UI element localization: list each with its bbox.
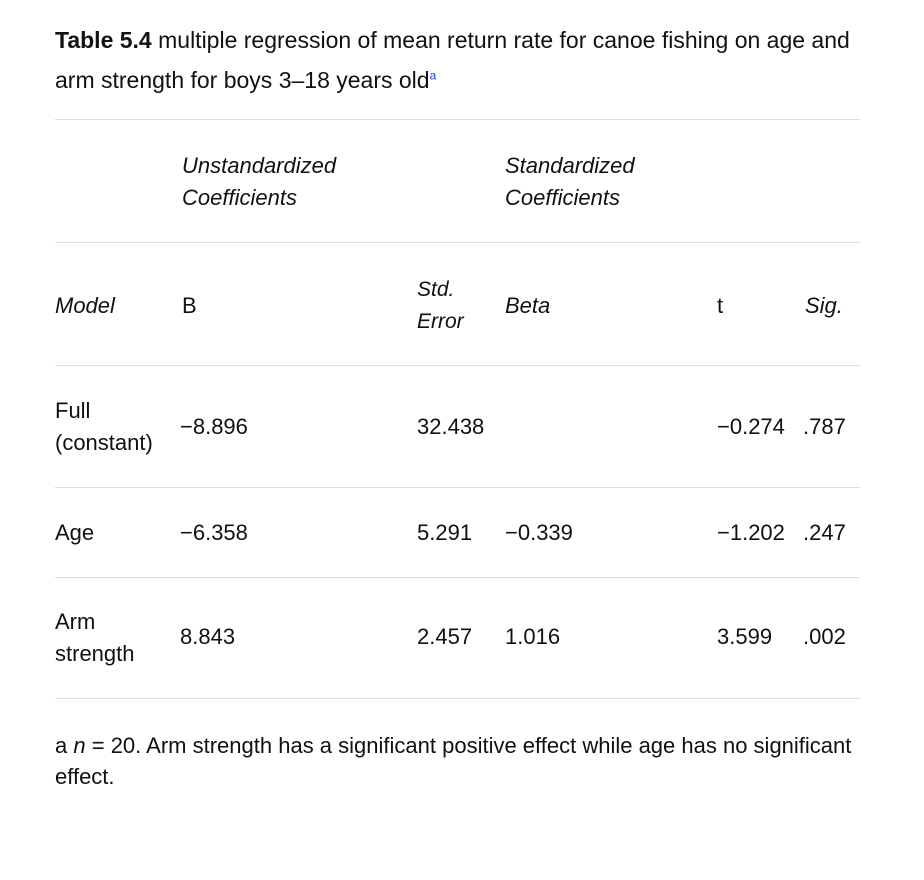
- table-caption: Table 5.4 multiple regression of mean re…: [55, 20, 855, 100]
- table-row-arm-strength-model: Arm strength: [55, 606, 135, 670]
- row-arm-sig: .002: [803, 624, 846, 649]
- column-header-std-error-line2: Error: [417, 310, 464, 333]
- row-full-b: −8.896: [180, 414, 248, 439]
- group-header-unstandardized-line2: Coefficients: [182, 185, 297, 210]
- table-bottom-rule: [55, 698, 860, 699]
- row-arm-b: 8.843: [180, 624, 236, 649]
- row-rule-1: [55, 487, 860, 488]
- group-header-rule: [55, 242, 860, 243]
- group-header-unstandardized-line1: Unstandardized: [182, 153, 337, 178]
- row-age-b: −6.358: [180, 520, 248, 545]
- row-arm-model-line2: strength: [55, 641, 135, 666]
- column-header-t: t: [717, 293, 724, 318]
- footnote-text: = 20. Arm strength has a significant pos…: [55, 733, 852, 789]
- footnote-n-symbol: n: [73, 733, 86, 758]
- group-header-unstandardized: Unstandardized Coefficients: [182, 150, 336, 214]
- row-arm-t: 3.599: [717, 624, 773, 649]
- table-row-full-model: Full (constant): [55, 395, 153, 459]
- group-header-standardized-line2: Coefficients: [505, 185, 620, 210]
- column-header-sig: Sig.: [805, 293, 843, 318]
- row-rule-2: [55, 577, 860, 578]
- column-header-std-error: Std. Error: [417, 274, 464, 338]
- column-header-std-error-line1: Std.: [417, 278, 455, 301]
- table-label: Table 5.4: [55, 27, 152, 53]
- footnote-marker: a: [55, 733, 68, 758]
- group-header-standardized: Standardized Coefficients: [505, 150, 635, 214]
- column-header-model: Model: [55, 293, 115, 318]
- column-header-rule: [55, 365, 860, 366]
- table-footnote: a n = 20. Arm strength has a significant…: [55, 730, 865, 792]
- table-top-rule: [55, 119, 860, 120]
- caption-text: multiple regression of mean return rate …: [55, 27, 850, 93]
- row-full-t: −0.274: [717, 414, 785, 439]
- row-age-std-error: 5.291: [417, 520, 473, 545]
- row-arm-model-line1: Arm: [55, 609, 96, 634]
- row-age-beta: −0.339: [505, 520, 573, 545]
- row-full-std-error: 32.438: [417, 414, 485, 439]
- row-full-model-line2: (constant): [55, 430, 153, 455]
- row-arm-beta: 1.016: [505, 624, 561, 649]
- row-age-sig: .247: [803, 520, 846, 545]
- row-full-model-line1: Full: [55, 398, 91, 423]
- row-arm-std-error: 2.457: [417, 624, 473, 649]
- footnote-link[interactable]: a: [429, 68, 437, 83]
- row-full-sig: .787: [803, 414, 846, 439]
- row-age-model-line1: Age: [55, 520, 95, 545]
- column-header-beta: Beta: [505, 293, 551, 318]
- column-header-b: B: [182, 293, 197, 318]
- table-row-age-model: Age: [55, 517, 94, 549]
- group-header-standardized-line1: Standardized: [505, 153, 635, 178]
- row-age-t: −1.202: [717, 520, 785, 545]
